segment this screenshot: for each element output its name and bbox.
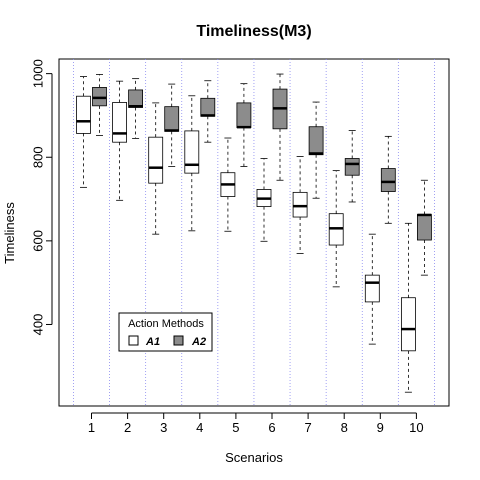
- box-body: [184, 130, 200, 174]
- box-body: [364, 274, 380, 303]
- box-a1-scenario-1: [76, 76, 91, 188]
- legend-label-a2: A2: [191, 336, 206, 348]
- box-body: [380, 168, 396, 192]
- box-a2-scenario-4: [200, 80, 216, 143]
- box-body: [164, 106, 180, 132]
- box-a1-scenario-8: [328, 170, 344, 288]
- x-tick-label: 2: [124, 420, 131, 435]
- box-a2-scenario-3: [164, 83, 180, 167]
- box-a1-scenario-3: [148, 102, 164, 235]
- x-tick-label: 1: [88, 420, 95, 435]
- box-body: [92, 87, 107, 107]
- boxes: [76, 73, 432, 393]
- box-body: [292, 191, 308, 218]
- x-tick-label: 8: [341, 420, 348, 435]
- axes: 400 600 800 1000 1 2 3 4 5 6 7 8 9 10: [30, 59, 423, 435]
- box-body: [236, 102, 252, 128]
- box-a2-scenario-10: [416, 179, 432, 276]
- box-body: [128, 89, 144, 108]
- chart-title: Timeliness(M3): [196, 23, 311, 40]
- box-body: [76, 95, 91, 134]
- y-tick-label: 400: [30, 314, 45, 336]
- legend-label-a1: A1: [145, 336, 160, 348]
- box-a1-scenario-2: [112, 80, 127, 201]
- box-body: [112, 102, 127, 143]
- box-a1-scenario-5: [220, 137, 236, 232]
- box-a2-scenario-8: [344, 130, 360, 203]
- box-a2-scenario-7: [308, 101, 324, 199]
- x-tick-label: 5: [232, 420, 239, 435]
- y-tick-label: 800: [30, 146, 45, 168]
- box-a1-scenario-9: [364, 233, 380, 345]
- box-a2-scenario-6: [272, 73, 288, 181]
- legend-swatch-a1: [128, 335, 139, 346]
- legend: Action Methods A1 A2: [118, 312, 213, 352]
- box-a2-scenario-1: [92, 74, 107, 136]
- y-axis-label: Timeliness: [2, 202, 17, 264]
- y-tick-label: 1000: [30, 59, 45, 88]
- x-tick-label: 10: [409, 420, 423, 435]
- separator-lines: [73, 59, 435, 406]
- y-tick-label: 600: [30, 230, 45, 252]
- box-a1-scenario-7: [292, 156, 308, 254]
- legend-title: Action Methods: [128, 318, 204, 330]
- box-body: [308, 126, 324, 156]
- x-tick-label: 7: [304, 420, 311, 435]
- box-body: [344, 158, 360, 176]
- box-a1-scenario-6: [256, 158, 272, 242]
- box-a2-scenario-2: [128, 78, 144, 139]
- box-body: [200, 97, 216, 117]
- box-body: [400, 297, 416, 352]
- x-tick-label: 4: [196, 420, 203, 435]
- box-a2-scenario-5: [236, 83, 252, 167]
- x-tick-label: 9: [377, 420, 384, 435]
- x-tick-label: 6: [268, 420, 275, 435]
- box-a2-scenario-9: [380, 135, 396, 224]
- box-a1-scenario-10: [400, 222, 416, 393]
- x-axis-label: Scenarios: [225, 450, 283, 465]
- box-body: [148, 136, 164, 184]
- box-body: [416, 214, 432, 241]
- legend-swatch-a2: [173, 335, 184, 346]
- box-a1-scenario-4: [184, 95, 200, 232]
- x-tick-label: 3: [160, 420, 167, 435]
